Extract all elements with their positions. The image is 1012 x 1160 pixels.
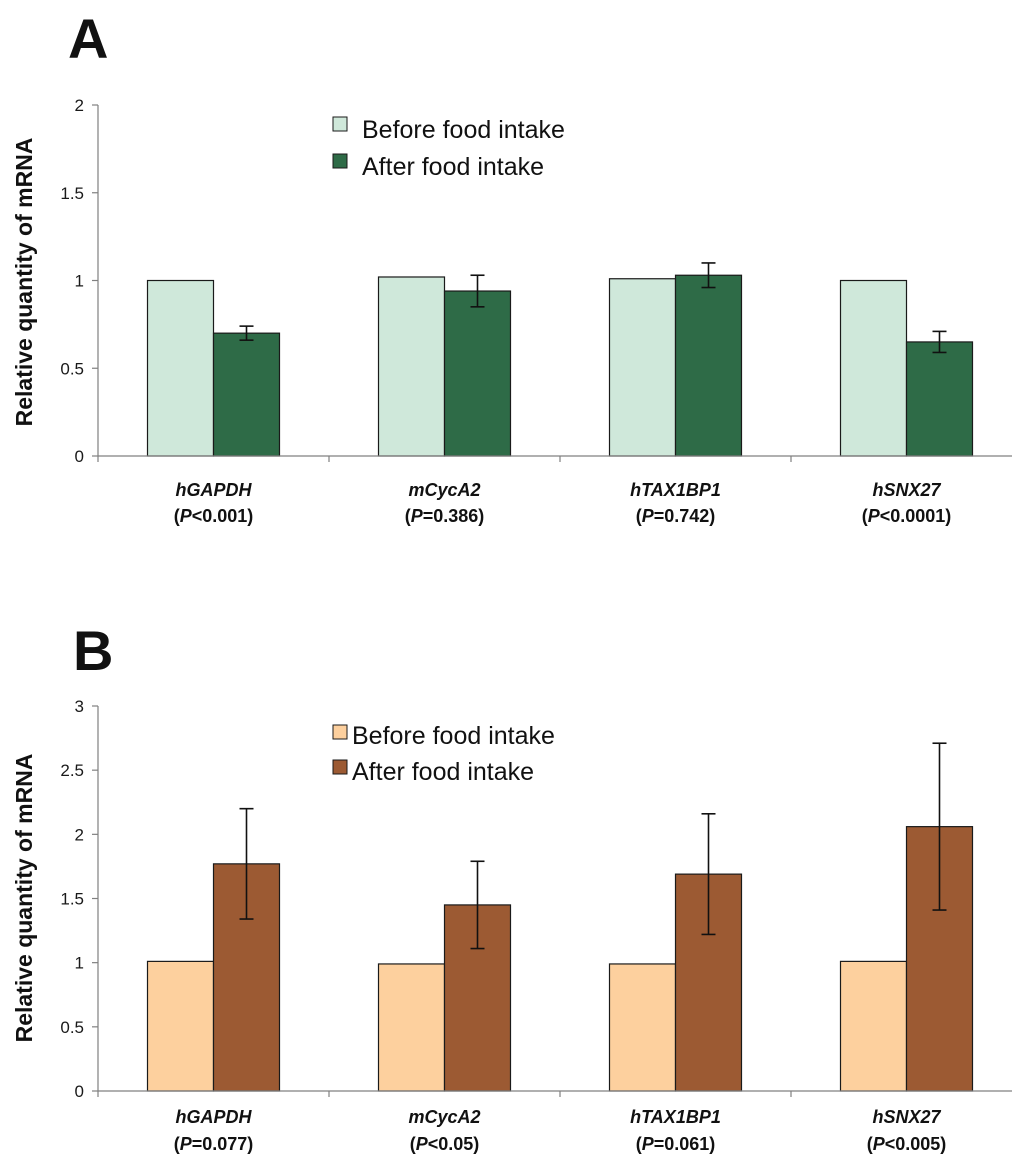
category-label: mCycA2 — [408, 1107, 480, 1127]
category-label: mCycA2 — [408, 480, 480, 500]
bar-before-hSNX27 — [839, 960, 908, 1092]
bar-after-mCycA2 — [443, 290, 512, 457]
y-tick-label: 1 — [75, 272, 84, 291]
bar-before-hGAPDH — [146, 279, 215, 457]
error-bar-mCycA2 — [470, 860, 485, 950]
p-value-label: (P<0.05) — [410, 1134, 480, 1154]
axes — [97, 706, 1012, 1097]
p-value-label: (P<0.001) — [174, 506, 254, 526]
legend: Before food intake After food intake — [332, 722, 555, 786]
category-label: hSNX27 — [872, 1107, 941, 1127]
legend-swatch-after — [332, 153, 348, 169]
y-tick-label: 0 — [75, 447, 84, 466]
error-bar-hTAX1BP1 — [701, 812, 716, 936]
bar-before-hTAX1BP1 — [608, 278, 677, 457]
y-tick-label: 2.5 — [60, 761, 84, 780]
panel-letter: B — [73, 619, 113, 682]
legend-swatch-before — [332, 116, 348, 132]
p-value-label: (P=0.061) — [636, 1134, 716, 1154]
y-axis-label: Relative quantity of mRNA — [11, 754, 37, 1043]
bar-before-hGAPDH — [146, 960, 215, 1092]
bar-group — [146, 826, 974, 1092]
p-value-label: (P<0.005) — [867, 1134, 947, 1154]
y-tick-label: 3 — [75, 697, 84, 716]
legend-label-after: After food intake — [362, 153, 544, 181]
category-label: hSNX27 — [872, 480, 941, 500]
error-bar-group — [239, 262, 947, 354]
legend-label-before: Before food intake — [352, 722, 555, 750]
y-axis-label: Relative quantity of mRNA — [11, 138, 37, 427]
bar-before-hSNX27 — [839, 279, 908, 457]
chart-panel-b: B Relative quantity of mRNA 0 0.5 1 1.5 2 2.5… — [11, 619, 1012, 1154]
y-tick-label: 0 — [75, 1082, 84, 1101]
p-value-label: (P=0.386) — [405, 506, 485, 526]
error-bar-group — [239, 742, 947, 950]
legend-label-after: After food intake — [352, 758, 534, 786]
category-label: hTAX1BP1 — [630, 1107, 721, 1127]
p-value-label: (P=0.077) — [174, 1134, 254, 1154]
legend-swatch-after — [332, 759, 348, 775]
panel-letter: A — [68, 7, 108, 70]
p-value-label: (P=0.742) — [636, 506, 716, 526]
y-axis-ticks: 0 0.5 1 1.5 2 — [60, 96, 98, 466]
error-bar-hGAPDH — [239, 807, 254, 920]
bar-after-hTAX1BP1 — [674, 274, 743, 457]
bar-before-mCycA2 — [377, 276, 446, 457]
legend: Before food intake After food intake — [332, 116, 565, 181]
category-label: hTAX1BP1 — [630, 480, 721, 500]
chart-panel-a: A Relative quantity of mRNA 0 0.5 1 1.5 2 hG… — [11, 7, 1012, 526]
error-bar-hTAX1BP1 — [701, 262, 716, 289]
y-tick-label: 0.5 — [60, 359, 84, 378]
y-tick-label: 1.5 — [60, 890, 84, 909]
category-label: hGAPDH — [176, 1107, 253, 1127]
error-bar-hGAPDH — [239, 325, 254, 341]
legend-swatch-before — [332, 724, 348, 740]
bar-after-hSNX27 — [905, 341, 974, 457]
bar-group — [146, 274, 974, 457]
y-axis-ticks: 0 0.5 1 1.5 2 2.5 3 — [60, 697, 98, 1101]
axes — [97, 105, 1012, 462]
category-labels: hGAPDH (P=0.077) mCycA2 (P<0.05) hTAX1BP1 (P=… — [174, 1107, 947, 1154]
error-bar-mCycA2 — [470, 274, 485, 308]
y-tick-label: 1 — [75, 954, 84, 973]
error-bar-hSNX27 — [932, 330, 947, 354]
y-tick-label: 2 — [75, 96, 84, 115]
p-value-label: (P<0.0001) — [862, 506, 952, 526]
bar-before-mCycA2 — [377, 963, 446, 1092]
legend-label-before: Before food intake — [362, 116, 565, 144]
category-label: hGAPDH — [176, 480, 253, 500]
error-bar-hSNX27 — [932, 742, 947, 911]
bar-before-hTAX1BP1 — [608, 963, 677, 1092]
bar-after-hGAPDH — [212, 332, 281, 457]
y-tick-label: 2 — [75, 825, 84, 844]
y-tick-label: 1.5 — [60, 184, 84, 203]
y-tick-label: 0.5 — [60, 1018, 84, 1037]
category-labels: hGAPDH (P<0.001) mCycA2 (P=0.386) hTAX1BP1 (P… — [174, 480, 952, 526]
